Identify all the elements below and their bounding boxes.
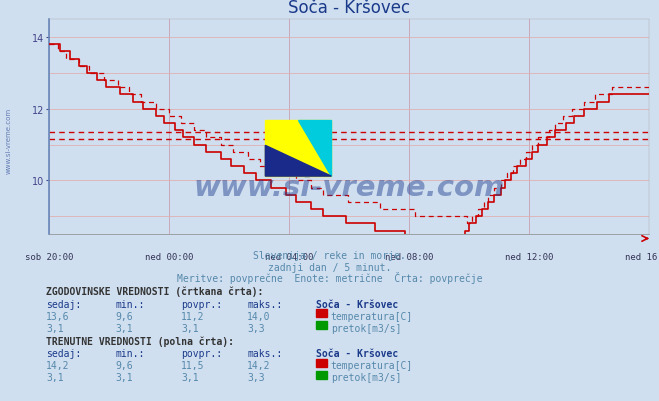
Text: 3,1: 3,1 — [115, 372, 133, 382]
Text: maks.:: maks.: — [247, 348, 282, 358]
Text: povpr.:: povpr.: — [181, 348, 222, 358]
Text: TRENUTNE VREDNOSTI (polna črta):: TRENUTNE VREDNOSTI (polna črta): — [46, 336, 234, 346]
Text: 3,1: 3,1 — [181, 372, 199, 382]
Text: ned 16:00: ned 16:00 — [625, 253, 659, 261]
Text: 14,2: 14,2 — [247, 360, 271, 370]
Text: www.si-vreme.com: www.si-vreme.com — [194, 173, 505, 201]
Text: 9,6: 9,6 — [115, 311, 133, 321]
Text: temperatura[C]: temperatura[C] — [331, 360, 413, 370]
Text: 3,1: 3,1 — [115, 323, 133, 333]
Text: ned 12:00: ned 12:00 — [505, 253, 554, 261]
Text: povpr.:: povpr.: — [181, 299, 222, 309]
Text: pretok[m3/s]: pretok[m3/s] — [331, 323, 401, 333]
Text: sedaj:: sedaj: — [46, 348, 81, 358]
Text: maks.:: maks.: — [247, 299, 282, 309]
Text: ZGODOVINSKE VREDNOSTI (črtkana črta):: ZGODOVINSKE VREDNOSTI (črtkana črta): — [46, 286, 264, 297]
Polygon shape — [299, 121, 331, 177]
Text: Slovenija / reke in morje.: Slovenija / reke in morje. — [253, 251, 406, 261]
Text: ned 04:00: ned 04:00 — [265, 253, 314, 261]
Text: 3,1: 3,1 — [181, 323, 199, 333]
Text: Meritve: povprečne  Enote: metrične  Črta: povprečje: Meritve: povprečne Enote: metrične Črta:… — [177, 271, 482, 283]
Text: pretok[m3/s]: pretok[m3/s] — [331, 372, 401, 382]
Text: 11,5: 11,5 — [181, 360, 205, 370]
Bar — [266, 121, 331, 177]
Text: ned 08:00: ned 08:00 — [385, 253, 434, 261]
Text: www.si-vreme.com: www.si-vreme.com — [5, 107, 12, 173]
Text: Soča - Kršovec: Soča - Kršovec — [316, 299, 399, 309]
Text: Soča - Kršovec: Soča - Kršovec — [316, 348, 399, 358]
Text: sedaj:: sedaj: — [46, 299, 81, 309]
Text: 13,6: 13,6 — [46, 311, 70, 321]
Text: 9,6: 9,6 — [115, 360, 133, 370]
Text: 14,0: 14,0 — [247, 311, 271, 321]
Text: zadnji dan / 5 minut.: zadnji dan / 5 minut. — [268, 262, 391, 272]
Text: ned 00:00: ned 00:00 — [145, 253, 194, 261]
Text: 14,2: 14,2 — [46, 360, 70, 370]
Text: temperatura[C]: temperatura[C] — [331, 311, 413, 321]
Text: 3,1: 3,1 — [46, 372, 64, 382]
Title: Soča - Kršovec: Soča - Kršovec — [288, 0, 411, 17]
Text: 3,3: 3,3 — [247, 323, 265, 333]
Text: min.:: min.: — [115, 348, 145, 358]
Polygon shape — [266, 146, 331, 177]
Text: 11,2: 11,2 — [181, 311, 205, 321]
Text: min.:: min.: — [115, 299, 145, 309]
Text: 3,1: 3,1 — [46, 323, 64, 333]
Text: 3,3: 3,3 — [247, 372, 265, 382]
Text: sob 20:00: sob 20:00 — [25, 253, 74, 261]
